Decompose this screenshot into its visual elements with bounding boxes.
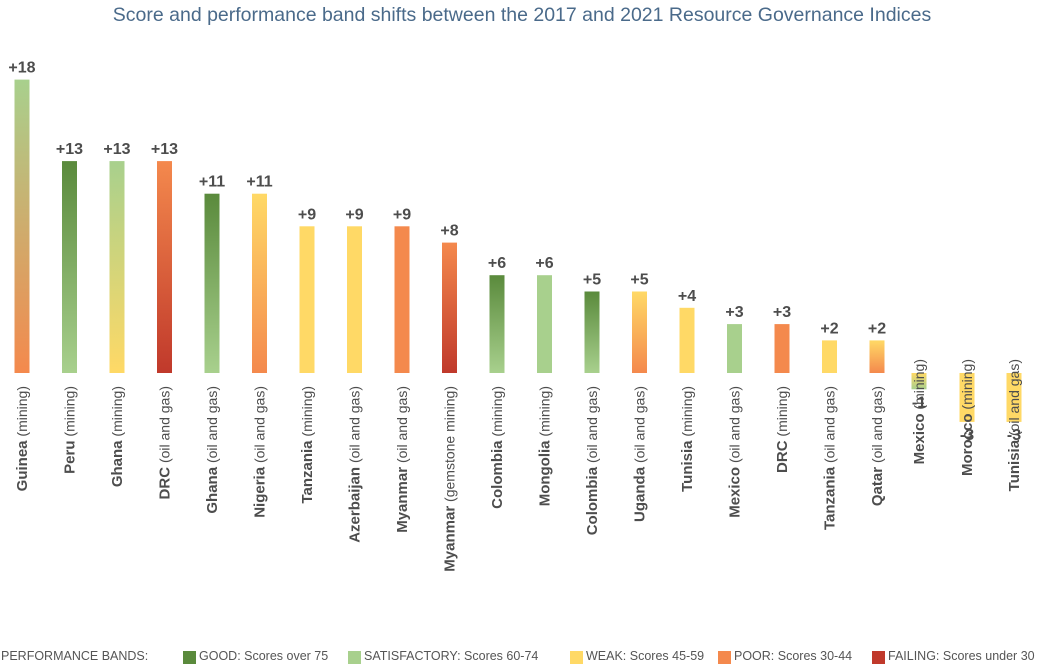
legend-label-good: GOOD: Scores over 75 bbox=[199, 649, 329, 663]
value-label-colombia-mining: +6 bbox=[488, 255, 506, 272]
legend-label-failing: FAILING: Scores under 30 bbox=[888, 649, 1035, 663]
chart-title: Score and performance band shifts betwee… bbox=[112, 4, 932, 26]
value-label-drc-oil-and-gas: +13 bbox=[151, 141, 178, 158]
category-label-azerbaijan-oil-and-gas: Azerbaijan (oil and gas) bbox=[347, 386, 364, 543]
bar-azerbaijan-oil-and-gas bbox=[347, 226, 362, 373]
category-label-mongolia-mining: Mongolia (mining) bbox=[537, 386, 554, 506]
bar-nigeria-oil-and-gas bbox=[252, 193, 267, 373]
legend-swatch-poor bbox=[718, 651, 731, 664]
legend-swatch-good bbox=[183, 651, 196, 664]
bar-drc-mining bbox=[774, 324, 790, 373]
value-label-tanzania-mining: +9 bbox=[298, 206, 316, 223]
value-label-azerbaijan-oil-and-gas: +9 bbox=[345, 206, 363, 223]
bar-tanzania-mining bbox=[299, 226, 315, 373]
value-label-myanmar-oil-and-gas: +9 bbox=[393, 206, 411, 223]
category-label-colombia-mining: Colombia (mining) bbox=[489, 386, 506, 509]
category-label-guinea-mining: Guinea (mining) bbox=[14, 386, 31, 491]
value-label-ghana-mining: +13 bbox=[103, 141, 130, 158]
category-label-peru-mining: Peru (mining) bbox=[62, 386, 79, 474]
value-label-colombia-oil-and-gas: +5 bbox=[583, 272, 601, 289]
legend-swatch-weak bbox=[570, 651, 583, 664]
category-label-drc-oil-and-gas: DRC (oil and gas) bbox=[157, 386, 174, 499]
category-label-tanzania-oil-and-gas: Tanzania (oil and gas) bbox=[822, 386, 839, 530]
bar-tunisia-oil-and-gas bbox=[1006, 373, 1022, 422]
value-label-morocco-mining: -3 bbox=[960, 427, 974, 444]
bar-mexico-oil-and-gas bbox=[727, 324, 742, 373]
bar-tunisia-mining bbox=[679, 307, 695, 373]
value-label-guinea-mining: +18 bbox=[8, 60, 35, 77]
bar-mexico-mining bbox=[911, 373, 927, 390]
legend-swatch-satisfactory bbox=[348, 651, 361, 664]
value-label-tunisia-mining: +4 bbox=[678, 288, 696, 305]
bar-ghana-mining bbox=[109, 161, 125, 373]
value-label-peru-mining: +13 bbox=[56, 141, 83, 158]
category-label-mexico-mining: Mexico (mining) bbox=[911, 359, 928, 464]
category-label-nigeria-oil-and-gas: Nigeria (oil and gas) bbox=[252, 386, 269, 518]
value-label-tunisia-oil-and-gas: -3 bbox=[1007, 427, 1021, 444]
category-label-qatar-oil-and-gas: Qatar (oil and gas) bbox=[869, 386, 886, 506]
bar-guinea-mining bbox=[14, 79, 30, 373]
category-label-myanmar-oil-and-gas: Myanmar (oil and gas) bbox=[394, 386, 411, 533]
bar-mongolia-mining bbox=[537, 275, 552, 373]
bar-myanmar-gemstone-mining bbox=[442, 242, 457, 373]
legend-title: PERFORMANCE BANDS: bbox=[1, 649, 149, 663]
value-label-mexico-mining: -1 bbox=[912, 394, 926, 411]
bar-uganda-oil-and-gas bbox=[632, 291, 647, 373]
legend-label-satisfactory: SATISFACTORY: Scores 60-74 bbox=[364, 649, 539, 663]
category-label-ghana-mining: Ghana (mining) bbox=[109, 386, 126, 487]
bar-colombia-oil-and-gas bbox=[584, 291, 600, 373]
category-label-morocco-mining: Morocco (mining) bbox=[959, 359, 976, 476]
bar-tanzania-oil-and-gas bbox=[822, 340, 837, 373]
value-label-mongolia-mining: +6 bbox=[535, 255, 553, 272]
chart-legend: PERFORMANCE BANDS: GOOD: Scores over 75 … bbox=[0, 649, 1044, 667]
category-label-ghana-oil-and-gas: Ghana (oil and gas) bbox=[204, 386, 221, 514]
value-label-uganda-oil-and-gas: +5 bbox=[630, 272, 648, 289]
legend-swatch-failing bbox=[872, 651, 885, 664]
legend-label-weak: WEAK: Scores 45-59 bbox=[586, 649, 705, 663]
bar-drc-oil-and-gas bbox=[157, 161, 172, 373]
bar-myanmar-oil-and-gas bbox=[394, 226, 410, 373]
bar-peru-mining bbox=[62, 161, 77, 373]
category-label-mexico-oil-and-gas: Mexico (oil and gas) bbox=[727, 386, 744, 518]
bar-qatar-oil-and-gas bbox=[869, 340, 885, 373]
value-label-tanzania-oil-and-gas: +2 bbox=[820, 320, 838, 337]
category-label-myanmar-gemstone-mining: Myanmar (gemstone mining) bbox=[442, 386, 459, 572]
bar-ghana-oil-and-gas bbox=[204, 193, 220, 373]
bar-chart: +18 Guinea (mining) +13 Peru (mining) +13 Gha… bbox=[8, 60, 1023, 572]
value-label-ghana-oil-and-gas: +11 bbox=[199, 174, 225, 191]
value-label-myanmar-gemstone-mining: +8 bbox=[440, 223, 458, 240]
bar-morocco-mining bbox=[959, 373, 975, 422]
legend-label-poor: POOR: Scores 30-44 bbox=[734, 649, 853, 663]
bar-colombia-mining bbox=[489, 275, 505, 373]
category-label-tunisia-oil-and-gas: Tunisia (oil and gas) bbox=[1006, 359, 1023, 491]
category-label-uganda-oil-and-gas: Uganda (oil and gas) bbox=[632, 386, 649, 522]
category-label-tanzania-mining: Tanzania (mining) bbox=[299, 386, 316, 504]
category-label-colombia-oil-and-gas: Colombia (oil and gas) bbox=[584, 386, 601, 535]
value-label-nigeria-oil-and-gas: +11 bbox=[246, 174, 272, 191]
category-label-drc-mining: DRC (mining) bbox=[774, 386, 791, 473]
category-label-tunisia-mining: Tunisia (mining) bbox=[679, 386, 696, 492]
value-label-drc-mining: +3 bbox=[773, 304, 791, 321]
value-label-qatar-oil-and-gas: +2 bbox=[868, 320, 886, 337]
value-label-mexico-oil-and-gas: +3 bbox=[725, 304, 743, 321]
